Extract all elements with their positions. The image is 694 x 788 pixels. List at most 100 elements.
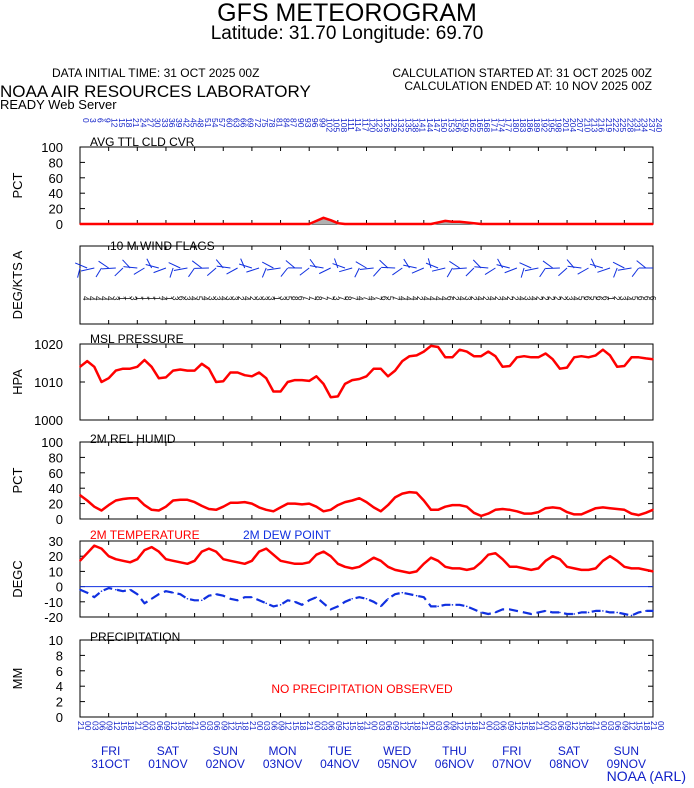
pressure-frame (79, 343, 654, 421)
dew-line-point (365, 597, 368, 600)
pressure-line-point (294, 379, 296, 381)
temp-line-point (566, 566, 568, 568)
bottom-hour-label: 12 (398, 721, 408, 731)
wind-speed-label: 4 (105, 296, 114, 301)
top-hour-label: 114 (353, 118, 363, 132)
temp-line-point (430, 556, 432, 559)
bottom-hour-label: 12 (226, 721, 236, 731)
bottom-hour-label: 18 (126, 721, 136, 731)
dew-line-point (258, 599, 260, 602)
temp-line-point (523, 567, 525, 570)
wind-speed-label: 2 (541, 296, 550, 301)
bottom-hour-label: 12 (341, 721, 351, 731)
cloud-line-point (200, 223, 203, 225)
humid-line-point (322, 510, 325, 513)
dew-line-point (587, 611, 590, 614)
top-hour-label: 30 (153, 118, 163, 128)
bottom-hour-label: 21 (363, 721, 373, 731)
top-hour-label: 165 (475, 118, 485, 132)
humid-y-tick-label: 100 (41, 435, 63, 450)
top-hour-label: 162 (468, 118, 478, 132)
bottom-hour-label: 09 (506, 721, 516, 731)
pressure-line-point (157, 377, 160, 380)
cloud-line-point (236, 223, 239, 225)
bottom-hour-label: 09 (391, 721, 401, 731)
wind-speed-label: 1 (123, 296, 132, 301)
cloud-line-point (365, 223, 368, 225)
wind-flag (519, 262, 532, 269)
dew-line-point (229, 597, 232, 600)
humid-line-point (423, 499, 425, 502)
pressure-line-point (551, 358, 554, 361)
pressure-y-axis-label: HPA (10, 369, 25, 395)
pressure-line-point (602, 348, 604, 351)
temp-line-point (272, 553, 275, 556)
wind-flag (188, 267, 196, 278)
dew-line-point (516, 610, 518, 612)
temp-line-point (537, 567, 540, 570)
lab-name: NOAA AIR RESOURCES LABORATORY (0, 82, 311, 101)
top-hour-label: 216 (597, 118, 607, 132)
humid-line-point (150, 508, 153, 511)
temp-line-point (516, 566, 518, 568)
dew-line-point (387, 597, 389, 600)
pressure-line-point (322, 383, 325, 385)
humid-line-point (437, 508, 439, 511)
wind-flag (145, 264, 159, 269)
humid-line-point (494, 508, 497, 511)
day-of-week-label: THU (442, 744, 467, 758)
dew-line-point (473, 608, 475, 611)
dew-line-point (322, 602, 325, 605)
dew-line-point (344, 601, 346, 603)
day-of-week-label: MON (269, 744, 297, 758)
dew-line-point (294, 601, 296, 603)
pressure-line-point (423, 350, 425, 353)
calculation-started: CALCULATION STARTED AT: 31 OCT 2025 00Z (392, 66, 652, 80)
humid-line-point (358, 497, 361, 500)
cloud-line-point (265, 223, 268, 225)
bottom-hour-label: 21 (133, 721, 143, 731)
dew-line-point (645, 610, 647, 612)
bottom-hour-label: 03 (434, 721, 444, 731)
humid-line-point (236, 502, 239, 504)
wind-speed-label: 5 (194, 296, 203, 301)
cloud-line-point (494, 223, 497, 225)
dew-line-point (115, 588, 117, 591)
dew-line-point (279, 604, 282, 606)
pressure-line-point (172, 369, 174, 372)
top-hour-label: 195 (547, 118, 557, 132)
wind-speed-label: 3 (463, 296, 472, 301)
wind-flag (636, 260, 647, 269)
dew-line-point (530, 613, 533, 615)
bottom-hour-label: 15 (405, 721, 415, 731)
pressure-line-point (265, 377, 268, 380)
bottom-hour-label: 21 (420, 721, 430, 731)
pressure-y-tick-label: 1010 (34, 375, 63, 390)
temp-line-point (200, 550, 203, 553)
bottom-hour-label: 12 (628, 721, 638, 731)
pressure-line-point (272, 390, 275, 393)
precip-y-axis-label: MM (10, 668, 25, 690)
wind-speed-label: 4 (218, 296, 227, 301)
cloud-line-point (559, 223, 561, 225)
wind-speed-label: 2 (511, 296, 520, 301)
dew-line-point (594, 610, 597, 612)
humid-y-axis-label: PCT (10, 467, 25, 493)
cloud-line-point (179, 223, 182, 225)
top-hour-label: 237 (647, 118, 657, 132)
cloud-line-point (516, 223, 518, 225)
temp-line-point (229, 559, 232, 562)
pressure-line-point (487, 350, 490, 353)
top-hour-label: 21 (131, 118, 141, 128)
wind-speed-label: 1 (141, 296, 150, 301)
cloud-y-tick-label: 0 (56, 217, 63, 232)
temp-line-point (179, 561, 182, 564)
top-hour-label: 222 (611, 118, 621, 132)
temp-line-point (616, 559, 618, 562)
temp-line-point (93, 544, 96, 547)
dew-line-point (487, 613, 490, 615)
bottom-hour-label: 06 (556, 721, 566, 731)
cloud-line-point (508, 223, 511, 225)
temp-line-point (415, 570, 418, 573)
temp-line-point (473, 567, 475, 570)
